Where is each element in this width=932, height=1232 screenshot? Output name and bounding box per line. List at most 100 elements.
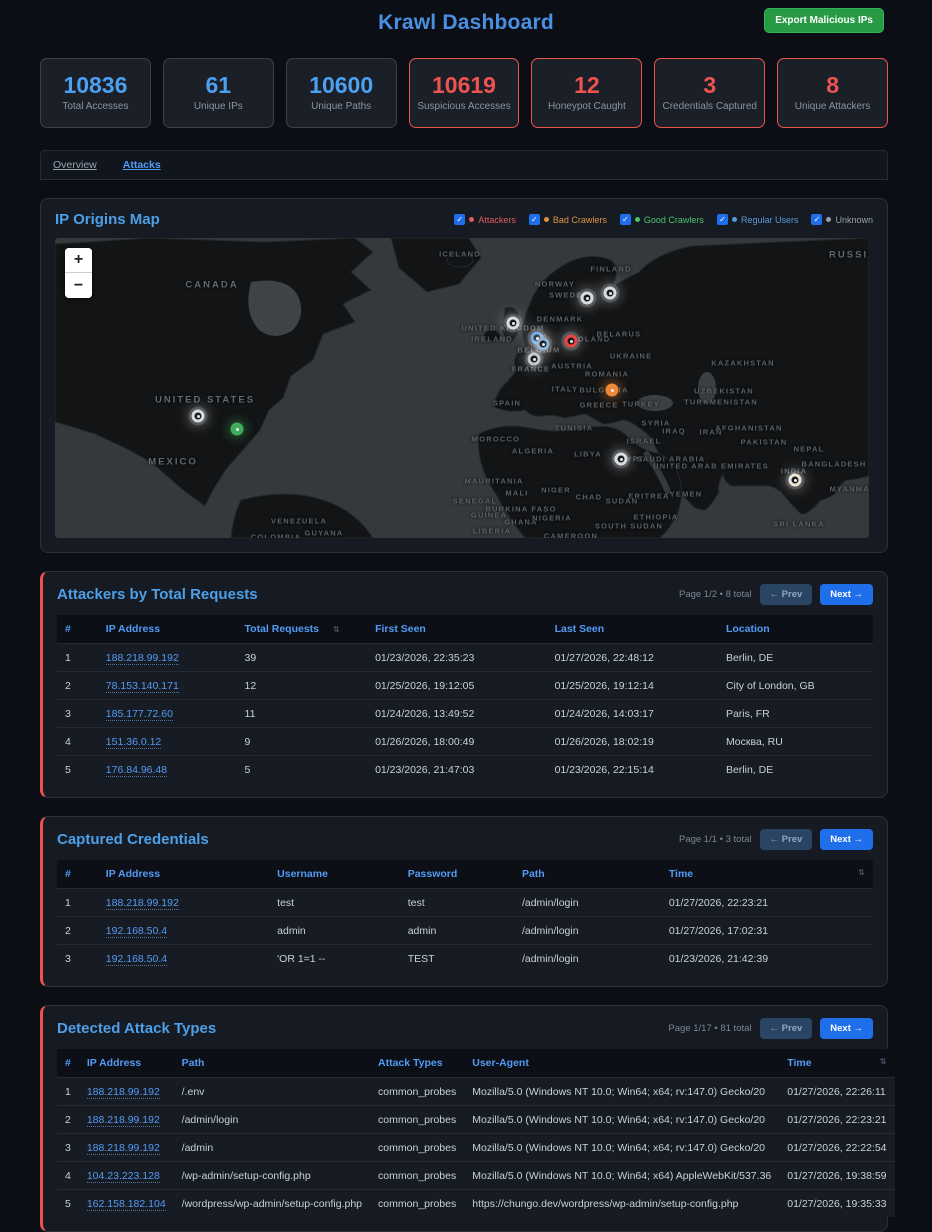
table-cell: 01/27/2026, 22:23:21 [660, 888, 873, 917]
stat-card-honeypot-caught: 12 Honeypot Caught [531, 58, 643, 128]
table-cell: 01/25/2026, 19:12:05 [367, 671, 547, 700]
sort-icon[interactable]: ⇅ [858, 868, 865, 877]
legend-item-regular-users[interactable]: ✓ Regular Users [716, 214, 798, 225]
column-header-ip-address[interactable]: IP Address [86, 1057, 142, 1069]
stats-row: 10836 Total Accesses 61 Unique IPs 10600 Uniq… [40, 58, 889, 128]
ip-address-link[interactable]: 188.218.99.192 [105, 651, 179, 665]
zoom-out-button[interactable]: − [65, 273, 92, 298]
map-marker-unknown[interactable] [191, 409, 205, 423]
stat-value: 61 [205, 72, 232, 98]
ip-address-link[interactable]: 185.177.72.60 [105, 707, 173, 721]
table-cell: 3 [57, 944, 98, 972]
legend-item-good-crawlers[interactable]: ✓ Good Crawlers [619, 214, 704, 225]
next-page-button[interactable]: Next → [820, 584, 873, 605]
table-row: 2 188.218.99.192/admin/login common_probes… [57, 1105, 895, 1134]
checkbox-checked-icon[interactable]: ✓ [716, 214, 728, 225]
table-cell: Paris, FR [717, 699, 873, 728]
legend-label: Good Crawlers [643, 214, 704, 225]
table-cell: Москва, RU [717, 727, 873, 756]
column-header-total-requests[interactable]: Total Requests ⇅ [244, 623, 340, 635]
sort-icon[interactable]: ⇅ [333, 625, 340, 634]
map-legend: ✓ Attackers ✓ Bad Crawlers ✓ Good Crawlers ✓ Re… [454, 214, 873, 225]
table-cell: 01/27/2026, 22:23:21 [779, 1105, 895, 1134]
pagination: Page 1/17 • 81 total ← Prev Next → [668, 1018, 873, 1039]
ip-address-link[interactable]: 188.218.99.192 [105, 896, 179, 910]
checkbox-checked-icon[interactable]: ✓ [619, 214, 631, 225]
world-map[interactable]: + − ICELANDRUSSIACANADAUNITED STATESMEXI… [55, 238, 869, 538]
column-header-path[interactable]: Path [521, 868, 545, 880]
table-row: 2 78.153.140.171 12 01/25/2026, 19:12:05 01/… [57, 671, 873, 700]
tab-overview[interactable]: Overview [53, 159, 97, 171]
column-header-time[interactable]: Time ⇅ [668, 868, 865, 880]
table-row: 4 151.36.0.12 9 01/26/2026, 18:00:49 01/26/2… [57, 727, 873, 756]
ip-address-link[interactable]: 151.36.0.12 [105, 735, 162, 749]
stat-card-suspicious-accesses: 10619 Suspicious Accesses [408, 58, 520, 128]
column-header-[interactable]: # [65, 1057, 71, 1069]
checkbox-checked-icon[interactable]: ✓ [811, 214, 823, 225]
ip-address-link[interactable]: 188.218.99.192 [86, 1141, 160, 1155]
legend-item-unknown[interactable]: ✓ Unknown [811, 214, 873, 225]
prev-page-button[interactable]: ← Prev [759, 829, 813, 850]
table-cell: 185.177.72.60 [97, 699, 237, 728]
column-header-ip-address[interactable]: IP Address [105, 868, 161, 880]
ip-address-link[interactable]: 78.153.140.171 [105, 679, 179, 693]
next-page-button[interactable]: Next → [820, 829, 873, 850]
prev-page-button[interactable]: ← Prev [759, 584, 813, 605]
column-header-path[interactable]: Path [181, 1057, 205, 1069]
map-marker-attacker[interactable] [564, 334, 578, 348]
column-header-password[interactable]: Password [407, 868, 458, 880]
legend-item-attackers[interactable]: ✓ Attackers [454, 214, 516, 225]
column-header-username[interactable]: Username [277, 868, 328, 880]
table-cell: /wordpress/wp-admin/setup-config.php [173, 1189, 371, 1217]
ip-address-link[interactable]: 192.168.50.4 [105, 952, 168, 966]
zoom-in-button[interactable]: + [65, 248, 92, 273]
table-cell: TEST [399, 944, 514, 972]
map-marker-regular-user[interactable] [536, 337, 550, 351]
stat-card-total-accesses: 10836 Total Accesses [40, 58, 151, 128]
table-cell: 'OR 1=1 -- [269, 944, 400, 972]
tab-attacks[interactable]: Attacks [122, 159, 161, 171]
map-marker-unknown[interactable] [580, 291, 594, 305]
column-header-time[interactable]: Time ⇅ [787, 1057, 887, 1069]
ip-address-link[interactable]: 188.218.99.192 [86, 1085, 160, 1099]
page-info: Page 1/2 • 8 total [678, 589, 752, 600]
ip-address-link[interactable]: 176.84.96.48 [105, 763, 168, 777]
map-marker-unknown[interactable] [527, 352, 541, 366]
sort-icon[interactable]: ⇅ [879, 1057, 887, 1066]
panel-credentials: Captured Credentials Page 1/1 • 3 total ← … [40, 816, 888, 987]
table-cell: 2 [57, 671, 98, 700]
column-header-first-seen[interactable]: First Seen [375, 623, 426, 635]
app-header: Krawl Dashboard Export Malicious IPs [0, 0, 932, 46]
map-marker-good-crawler[interactable] [230, 422, 244, 436]
panel-ip-origins-map: IP Origins Map ✓ Attackers ✓ Bad Crawlers ✓ G… [40, 198, 888, 553]
ip-address-link[interactable]: 162.158.182.104 [86, 1197, 166, 1211]
checkbox-checked-icon[interactable]: ✓ [528, 214, 540, 225]
column-header-user-agent[interactable]: User-Agent [472, 1057, 529, 1069]
prev-page-button[interactable]: ← Prev [759, 1018, 813, 1039]
ip-address-link[interactable]: 188.218.99.192 [86, 1113, 160, 1127]
checkbox-checked-icon[interactable]: ✓ [454, 214, 466, 225]
map-marker-unknown[interactable] [788, 473, 802, 487]
table-cell: /admin/login [513, 888, 661, 917]
table-cell: /admin/login [173, 1105, 371, 1134]
stat-value: 10619 [432, 72, 496, 98]
column-header-attack-types[interactable]: Attack Types [378, 1057, 443, 1069]
map-marker-unknown[interactable] [603, 286, 617, 300]
column-header-location[interactable]: Location [725, 623, 770, 635]
ip-address-link[interactable]: 192.168.50.4 [105, 924, 168, 938]
table-cell: 78.153.140.171 [97, 671, 237, 700]
table-cell: 4 [57, 727, 98, 756]
table-row: 1 188.218.99.192 /.env common_probes Mozilla… [57, 1077, 895, 1106]
export-malicious-ips-button[interactable]: Export Malicious IPs [764, 8, 884, 33]
map-marker-bad-crawler[interactable] [605, 383, 619, 397]
next-page-button[interactable]: Next → [820, 1018, 873, 1039]
column-header-ip-address[interactable]: IP Address [105, 623, 161, 635]
legend-item-bad-crawlers[interactable]: ✓ Bad Crawlers [528, 214, 607, 225]
legend-dot-icon [469, 217, 475, 222]
ip-address-link[interactable]: 104.23.223.128 [86, 1169, 160, 1183]
column-header-last-seen[interactable]: Last Seen [554, 623, 605, 635]
column-header-[interactable]: # [65, 623, 71, 635]
map-marker-unknown[interactable] [614, 452, 628, 466]
column-header-[interactable]: # [65, 868, 71, 880]
map-marker-unknown[interactable] [506, 316, 520, 330]
